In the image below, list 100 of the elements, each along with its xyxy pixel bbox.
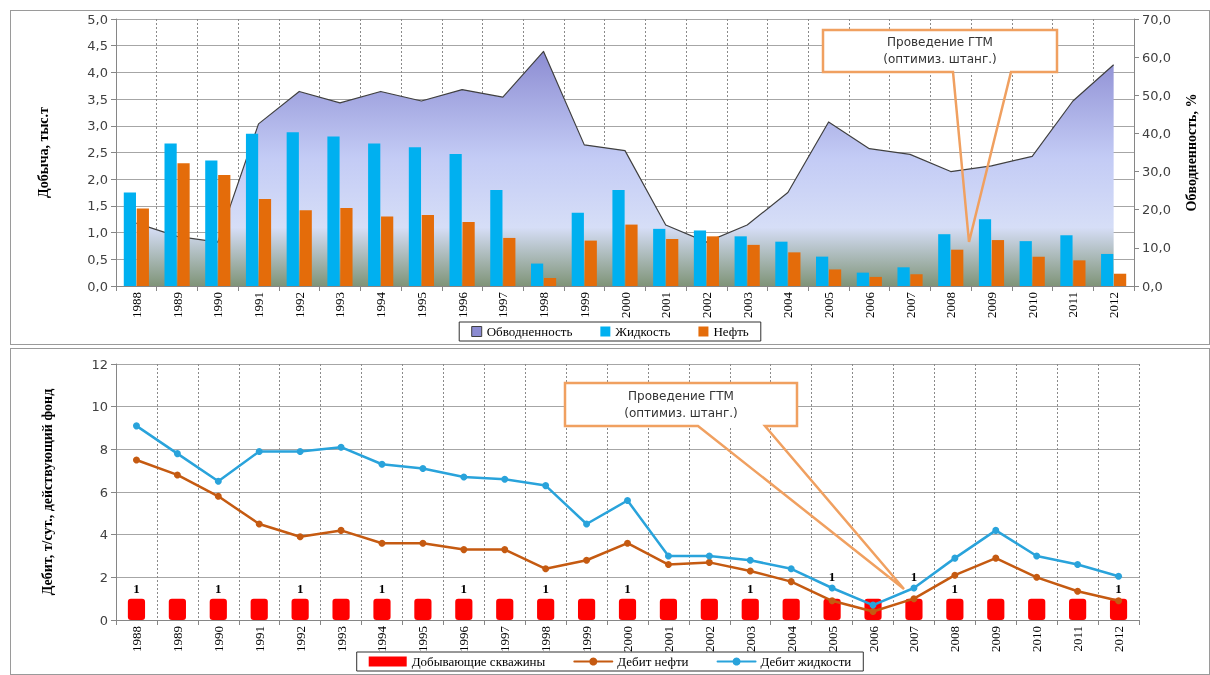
x-tick-label: 1996: [454, 291, 470, 318]
y2-axis-title: Обводненность, %: [1183, 93, 1199, 212]
point: [1033, 552, 1041, 560]
y2-tick-label: 20,0: [1142, 202, 1171, 218]
bar: [897, 267, 910, 286]
bar: [816, 256, 829, 286]
x-tick-label: 2012: [1111, 626, 1127, 652]
legend-label: Нефть: [713, 324, 749, 339]
bar: [449, 154, 462, 286]
y-tick-label: 4,5: [87, 38, 108, 54]
bar: [340, 208, 353, 286]
data-label: 1: [133, 580, 140, 596]
y-tick-label: 8: [99, 441, 108, 457]
y-tick-label: 5,0: [87, 11, 108, 27]
x-tick-label: 2011: [1070, 626, 1086, 652]
point: [337, 526, 345, 534]
x-tick-label: 2001: [658, 292, 674, 318]
data-label: 1: [460, 580, 468, 596]
legend-label: Дебит жидкости: [760, 654, 852, 669]
x-tick-label: 2003: [739, 292, 755, 318]
x-tick-label: 1992: [291, 292, 307, 318]
bar: [368, 143, 381, 286]
bar: [381, 216, 394, 286]
point: [1115, 572, 1123, 580]
point: [501, 475, 509, 483]
x-tick-label: 2004: [783, 625, 799, 652]
data-label: 1: [296, 580, 304, 596]
point: [951, 571, 959, 579]
x-tick-label: 1997: [495, 291, 511, 318]
point: [132, 422, 140, 430]
x-tick-label: 2006: [861, 291, 877, 318]
bar: [666, 239, 679, 286]
x-tick-label: 2002: [701, 626, 717, 652]
x-tick-label: 2006: [865, 625, 881, 652]
annotation: Проведение ГТМ (оптимиз. штанг.): [823, 30, 1057, 72]
point: [664, 552, 672, 560]
x-tick-label: 2007: [906, 625, 922, 652]
x-tick-label: 2012: [1106, 292, 1122, 318]
bar: [828, 269, 842, 286]
point: [664, 561, 672, 569]
bar: [653, 228, 666, 286]
y-tick-label: 3,5: [87, 91, 108, 107]
point: [460, 473, 468, 481]
bar: [978, 219, 992, 286]
point: [624, 497, 631, 505]
point: [583, 520, 591, 528]
point: [705, 552, 713, 560]
data-label: 1: [910, 568, 918, 584]
bar: [258, 198, 272, 286]
y-tick-label: 4: [99, 527, 108, 543]
point: [173, 450, 181, 458]
y2-tick-label: 0,0: [1142, 278, 1163, 294]
x-tick-label: 2008: [947, 626, 963, 652]
x-tick-label: 1998: [538, 626, 554, 652]
y2-tick-label: 60,0: [1142, 49, 1171, 65]
x-tick-label: 2000: [617, 292, 633, 318]
bar: [571, 212, 584, 286]
x-tick-label: 1990: [210, 292, 226, 318]
legend-label: Дебит нефти: [617, 654, 689, 669]
point: [1074, 561, 1082, 569]
point: [787, 578, 795, 586]
bar: [1019, 241, 1032, 286]
bar: [286, 132, 299, 286]
x-tick-label: 2003: [742, 626, 758, 652]
point: [214, 477, 222, 485]
x-tick-label: 1999: [576, 292, 592, 318]
point: [542, 482, 550, 490]
y2-tick-label: 10,0: [1142, 240, 1171, 256]
point: [992, 554, 1000, 562]
bar: [503, 237, 516, 286]
point: [992, 526, 1000, 534]
x-tick-label: 2004: [780, 291, 796, 318]
x-tick-label: 2005: [821, 292, 837, 318]
data-label: 1: [828, 568, 836, 584]
legend-label: Жидкость: [615, 324, 671, 339]
bar: [951, 249, 964, 286]
point: [173, 471, 181, 479]
y2-tick-label: 50,0: [1142, 87, 1171, 103]
point: [296, 447, 304, 455]
bar: [706, 236, 720, 286]
bar: [1114, 273, 1127, 286]
x-tick-label: 2007: [902, 291, 918, 318]
point: [296, 533, 304, 541]
bar: [856, 272, 869, 286]
point: [132, 456, 140, 464]
bar: [299, 210, 312, 286]
x-tick-label: 2009: [983, 292, 999, 318]
x-tick-label: 1993: [332, 292, 348, 318]
y-axis-title: Добыча, тыс.т: [35, 106, 51, 198]
bar: [408, 147, 422, 286]
x-tick-label: 1996: [456, 625, 472, 652]
x-tick-label: 2011: [1065, 292, 1081, 318]
y2-tick-label: 70,0: [1142, 11, 1171, 27]
point: [1033, 573, 1041, 581]
legend-label: Обводненность: [486, 324, 573, 339]
bar: [869, 276, 882, 286]
point: [583, 556, 591, 564]
x-tick-label: 1990: [210, 626, 226, 652]
point: [378, 539, 386, 547]
data-label: 1: [951, 580, 959, 596]
